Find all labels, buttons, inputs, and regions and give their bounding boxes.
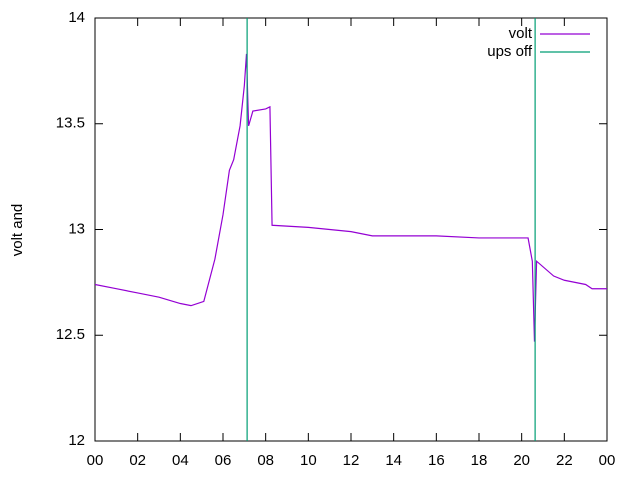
x-tick-label: 10 — [300, 452, 317, 469]
y-tick-label: 12.5 — [56, 326, 85, 343]
y-tick-label: 13.5 — [56, 115, 85, 132]
legend-label: volt — [509, 25, 533, 42]
x-tick-label: 08 — [257, 452, 274, 469]
x-tick-label: 00 — [87, 452, 104, 469]
x-tick-label: 22 — [556, 452, 573, 469]
y-tick-label: 14 — [68, 9, 85, 26]
x-tick-label: 14 — [385, 452, 402, 469]
x-tick-label: 02 — [129, 452, 146, 469]
series-line — [246, 18, 536, 441]
y-tick-label: 13 — [68, 220, 85, 237]
y-tick-label: 12 — [68, 432, 85, 449]
y-axis-label: volt and — [9, 204, 26, 257]
series-line — [94, 53, 607, 342]
x-tick-label: 06 — [215, 452, 232, 469]
x-tick-label: 16 — [428, 452, 445, 469]
legend-label: ups off — [487, 43, 533, 60]
x-tick-label: 20 — [513, 452, 530, 469]
x-tick-label: 04 — [172, 452, 189, 469]
x-tick-label: 12 — [343, 452, 360, 469]
plot-border — [94, 17, 608, 442]
x-tick-label: 18 — [471, 452, 488, 469]
x-tick-label: 00 — [599, 452, 616, 469]
